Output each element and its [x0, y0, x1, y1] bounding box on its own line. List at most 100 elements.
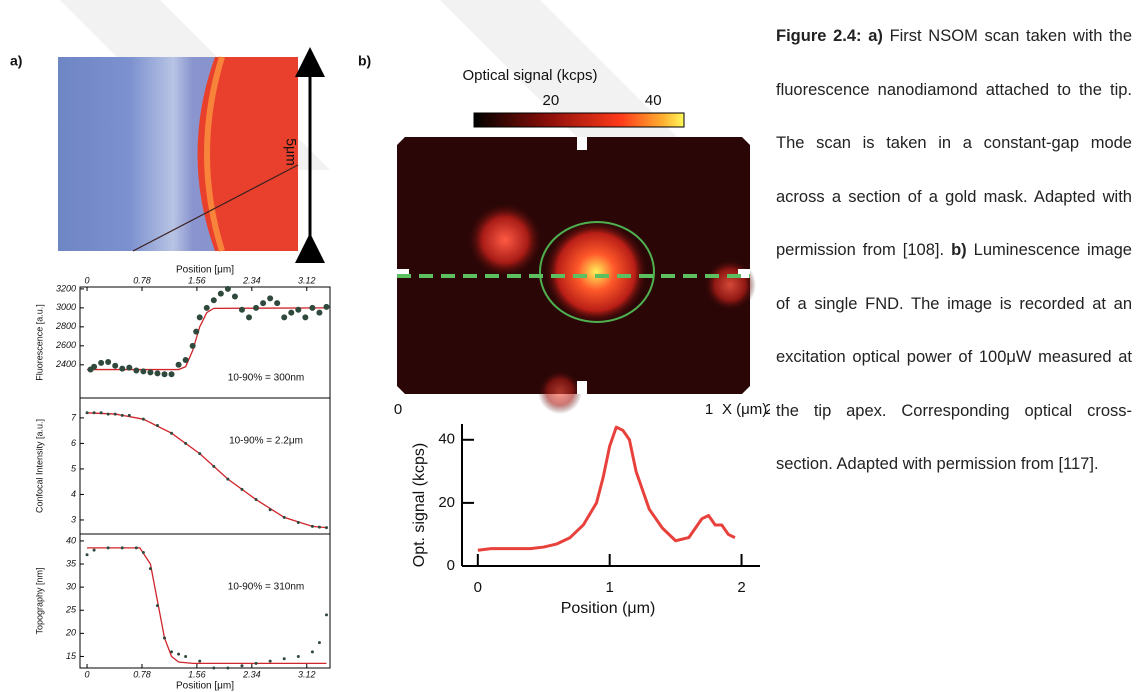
bottom-tick-label: 3.12: [298, 669, 316, 679]
y-tick-label: 4: [71, 489, 76, 499]
data-point: [302, 314, 308, 320]
data-point: [114, 413, 117, 416]
data-point: [316, 310, 322, 316]
y-tick-label: 3000: [56, 302, 76, 312]
plot-frame: [80, 534, 330, 668]
scale-label: 5μm: [283, 138, 299, 166]
data-point: [169, 371, 175, 377]
y-tick-label: 30: [66, 582, 76, 592]
data-point: [147, 369, 153, 375]
data-point: [232, 293, 238, 299]
caption: Figure 2.4: a) First NSOM scan taken wit…: [776, 10, 1132, 492]
data-point: [126, 365, 132, 371]
data-point: [177, 653, 180, 656]
data-point: [91, 364, 97, 370]
y-tick-label: 20: [65, 628, 76, 638]
data-point: [269, 660, 272, 663]
y-axis-title: Topography [nm]: [34, 567, 44, 634]
data-point: [283, 657, 286, 660]
data-point: [274, 300, 280, 306]
data-point: [198, 452, 201, 455]
data-point: [86, 553, 89, 556]
top-tick-label: 2.34: [242, 275, 261, 285]
data-point: [119, 366, 125, 372]
data-point: [107, 413, 110, 416]
y-tick-label: 0: [447, 557, 455, 574]
data-point: [128, 414, 131, 417]
data-point: [240, 664, 243, 667]
data-point: [325, 613, 328, 616]
y-tick-label: 20: [438, 494, 455, 511]
data-point: [295, 307, 301, 313]
data-point: [107, 546, 110, 549]
annotation: 10-90% = 310nm: [228, 582, 304, 593]
y-tick-label: 2800: [55, 321, 76, 331]
data-point: [246, 314, 252, 320]
data-point: [100, 411, 103, 414]
data-point: [325, 526, 328, 529]
data-point: [255, 498, 258, 501]
caption-bold: Figure 2.4: a): [776, 27, 883, 45]
data-point: [142, 551, 145, 554]
data-point: [140, 368, 146, 374]
data-point: [204, 305, 210, 311]
data-point: [183, 357, 189, 363]
data-point: [149, 567, 152, 570]
fit-line: [87, 548, 326, 664]
caption-bold: b): [951, 241, 967, 259]
data-point: [297, 655, 300, 658]
data-point: [211, 297, 217, 303]
x-axis-title: Position (μm): [561, 600, 656, 617]
top-tick-label: 1.56: [188, 275, 206, 285]
data-point: [318, 526, 321, 529]
data-point: [318, 641, 321, 644]
data-point: [225, 286, 231, 292]
data-point: [198, 660, 201, 663]
colorbar-tick-label: 20: [542, 92, 559, 109]
y-tick-label: 40: [66, 535, 76, 545]
data-point: [121, 546, 124, 549]
data-point: [98, 360, 104, 366]
y-tick-label: 3200: [56, 283, 76, 293]
data-point: [176, 362, 182, 368]
data-point: [226, 478, 229, 481]
data-point: [197, 314, 203, 320]
y-tick-label: 35: [66, 558, 77, 568]
y-tick-label: 5: [71, 463, 77, 473]
data-point: [269, 508, 272, 511]
bottom-tick-label: 2.34: [242, 669, 261, 679]
data-point: [142, 418, 145, 421]
x-tick-label: 0: [474, 579, 482, 596]
signal-line: [478, 427, 735, 550]
data-point: [311, 525, 314, 528]
data-point: [86, 411, 89, 414]
data-point: [121, 414, 124, 417]
annotation: 10-90% = 300nm: [228, 373, 304, 384]
image-x-label: 2: [765, 401, 770, 418]
colorbar-tick-label: 40: [645, 92, 662, 109]
data-point: [281, 314, 287, 320]
data-point: [288, 310, 294, 316]
luminescence-image: [397, 137, 756, 414]
data-point: [297, 521, 300, 524]
fit-line: [87, 308, 326, 370]
y-tick-label: 25: [65, 605, 77, 615]
top-tick-label: 3.12: [298, 275, 316, 285]
top-tick-label: 0.78: [133, 275, 151, 285]
data-point: [212, 465, 215, 468]
colorbar: [474, 113, 684, 127]
plot-frame: [80, 398, 330, 534]
data-point: [184, 442, 187, 445]
data-point: [93, 549, 96, 552]
y-tick-label: 6: [71, 438, 76, 448]
image-x-label: 0: [394, 401, 402, 418]
figure: a) b) 5μm Optical signal (kcps) 0 1 X (μ…: [0, 0, 770, 692]
data-point: [260, 300, 266, 306]
data-point: [190, 343, 196, 349]
fluorescence-image: [58, 57, 298, 251]
x-tick-label: 1: [606, 579, 614, 596]
colorbar-title: Optical signal (kcps): [462, 67, 597, 84]
data-point: [255, 662, 258, 665]
data-point: [105, 359, 111, 365]
data-point: [170, 650, 173, 653]
